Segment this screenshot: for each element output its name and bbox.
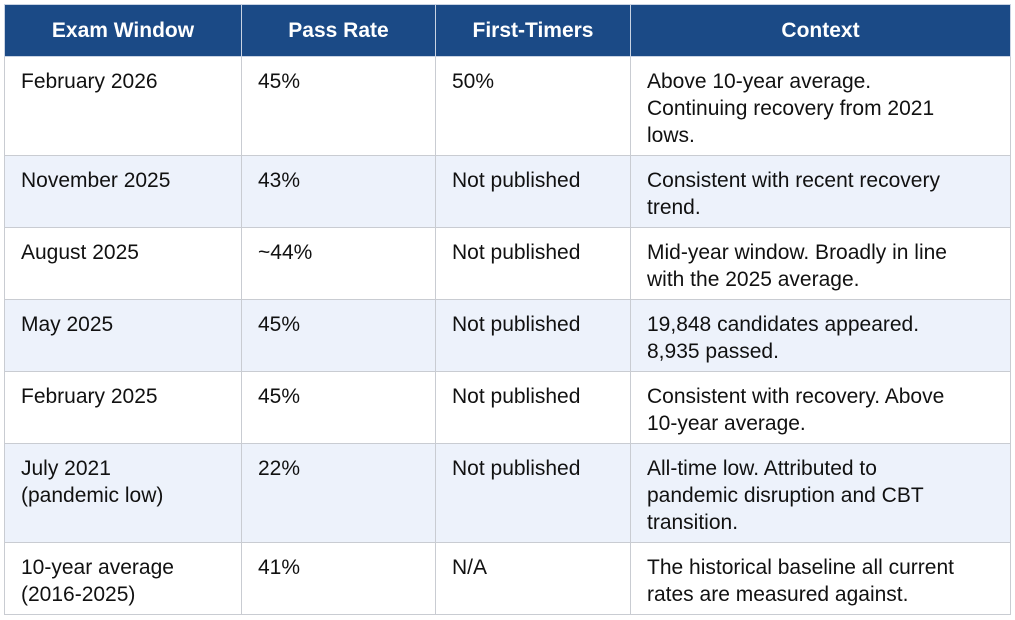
cell-first-timers: N/A: [435, 542, 631, 615]
cell-first-timers: Not published: [435, 227, 631, 300]
cell-text: 8,935 passed.: [647, 340, 779, 363]
cell-text: rates are measured against.: [647, 583, 909, 606]
header-exam-window: Exam Window: [4, 4, 242, 57]
table-row: July 2021 (pandemic low) 22% Not publish…: [4, 443, 1011, 543]
cell-exam-window: February 2025: [4, 371, 242, 444]
cell-pass-rate: 45%: [241, 299, 436, 372]
cell-text: August 2025: [21, 241, 139, 264]
cell-context: Consistent with recovery. Above 10-year …: [630, 371, 1011, 444]
cell-pass-rate: 45%: [241, 371, 436, 444]
cell-text: November 2025: [21, 169, 171, 192]
cell-pass-rate: ~44%: [241, 227, 436, 300]
cell-text: July 2021: [21, 457, 111, 480]
cell-exam-window: November 2025: [4, 155, 242, 228]
cell-text: 10-year average: [21, 556, 174, 579]
cell-context: Consistent with recent recovery trend.: [630, 155, 1011, 228]
cell-text: The historical baseline all current: [647, 556, 954, 579]
table-row: May 2025 45% Not published 19,848 candid…: [4, 299, 1011, 372]
cell-first-timers: Not published: [435, 443, 631, 543]
header-pass-rate: Pass Rate: [241, 4, 436, 57]
cell-text: Mid-year window. Broadly in line: [647, 241, 947, 264]
cell-text: transition.: [647, 511, 739, 534]
table-row: November 2025 43% Not published Consiste…: [4, 155, 1011, 228]
cell-exam-window: August 2025: [4, 227, 242, 300]
cell-pass-rate: 41%: [241, 542, 436, 615]
cell-first-timers: Not published: [435, 371, 631, 444]
cell-pass-rate: 22%: [241, 443, 436, 543]
cell-text: February 2025: [21, 385, 158, 408]
cell-context: All-time low. Attributed to pandemic dis…: [630, 443, 1011, 543]
cell-text: February 2026: [21, 70, 158, 93]
cell-text: Continuing recovery from 2021: [647, 97, 935, 120]
cell-text: Consistent with recent recovery: [647, 169, 940, 192]
cell-text: May 2025: [21, 313, 114, 336]
cell-exam-window: February 2026: [4, 56, 242, 156]
pass-rate-table-container: Exam Window Pass Rate First-Timers Conte…: [4, 4, 1011, 615]
cell-text: pandemic disruption and CBT: [647, 484, 924, 507]
cell-text: Above 10-year average.: [647, 70, 872, 93]
cell-exam-window: May 2025: [4, 299, 242, 372]
table-row: February 2026 45% 50% Above 10-year aver…: [4, 56, 1011, 156]
cell-exam-window: July 2021 (pandemic low): [4, 443, 242, 543]
cell-context: Above 10-year average. Continuing recove…: [630, 56, 1011, 156]
cell-pass-rate: 43%: [241, 155, 436, 228]
cell-pass-rate: 45%: [241, 56, 436, 156]
cell-text: Consistent with recovery. Above: [647, 385, 945, 408]
cell-text: All-time low. Attributed to: [647, 457, 877, 480]
cell-first-timers: 50%: [435, 56, 631, 156]
cell-context: 19,848 candidates appeared. 8,935 passed…: [630, 299, 1011, 372]
cell-text: with the 2025 average.: [647, 268, 860, 291]
cell-text: trend.: [647, 196, 701, 219]
cell-text: (2016-2025): [21, 583, 136, 606]
pass-rate-table: Exam Window Pass Rate First-Timers Conte…: [4, 4, 1011, 615]
table-header-row: Exam Window Pass Rate First-Timers Conte…: [4, 4, 1011, 57]
table-row: August 2025 ~44% Not published Mid-year …: [4, 227, 1011, 300]
cell-text: lows.: [647, 124, 695, 147]
table-row: 10-year average (2016-2025) 41% N/A The …: [4, 542, 1011, 615]
cell-context: The historical baseline all current rate…: [630, 542, 1011, 615]
cell-text: 10-year average.: [647, 412, 806, 435]
cell-context: Mid-year window. Broadly in line with th…: [630, 227, 1011, 300]
table-row: February 2025 45% Not published Consiste…: [4, 371, 1011, 444]
header-first-timers: First-Timers: [435, 4, 631, 57]
header-context: Context: [630, 4, 1011, 57]
cell-text: 19,848 candidates appeared.: [647, 313, 920, 336]
cell-text: (pandemic low): [21, 484, 164, 507]
cell-first-timers: Not published: [435, 299, 631, 372]
cell-first-timers: Not published: [435, 155, 631, 228]
cell-exam-window: 10-year average (2016-2025): [4, 542, 242, 615]
